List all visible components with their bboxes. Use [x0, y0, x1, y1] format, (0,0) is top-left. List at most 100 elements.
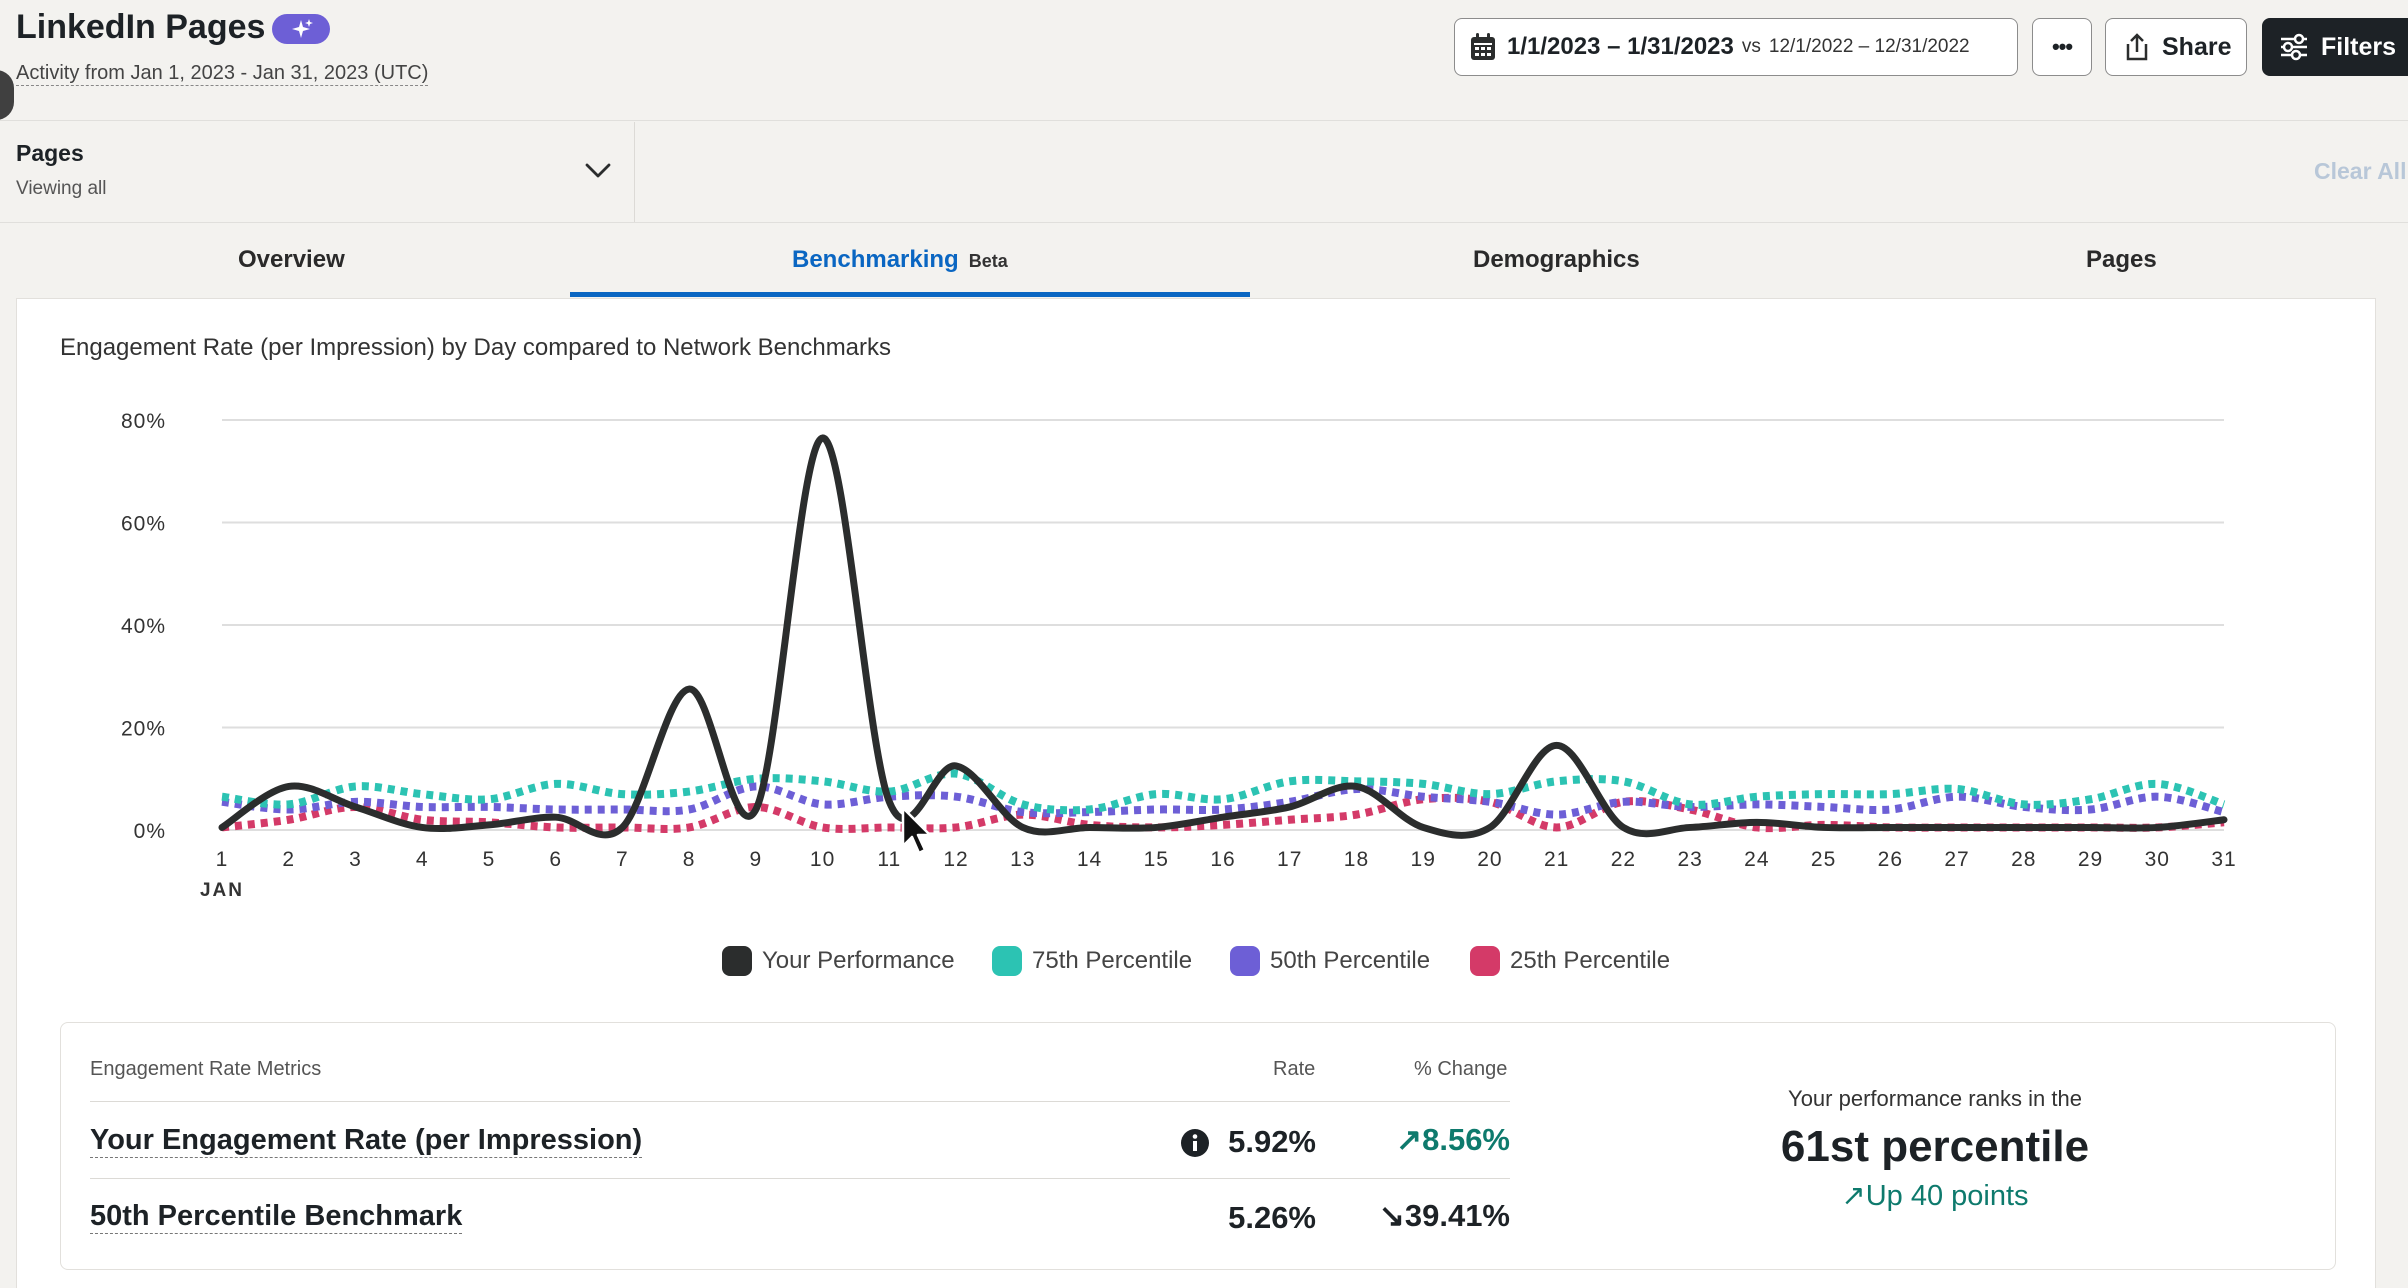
x-tick-label: 11 — [877, 848, 901, 871]
x-tick-label: 21 — [1544, 848, 1569, 871]
compare-range-value: 12/1/2022 – 12/31/2022 — [1768, 36, 1970, 57]
benchmark-rate-label[interactable]: 50th Percentile Benchmark — [90, 1200, 463, 1234]
metrics-panel — [60, 1022, 2336, 1270]
side-panel-handle[interactable] — [0, 70, 14, 120]
tab-benchmarking-label: Benchmarking — [792, 246, 959, 273]
x-tick-label: 7 — [616, 848, 629, 871]
x-tick-label: 27 — [1944, 848, 1969, 871]
ai-sparkle-badge[interactable] — [272, 14, 330, 44]
x-tick-label: 9 — [750, 848, 763, 871]
x-tick-label: 1 — [216, 848, 229, 871]
x-tick-label: 6 — [549, 848, 562, 871]
y-tick-label: 40% — [121, 615, 166, 638]
y-tick-label: 0% — [134, 820, 166, 843]
engagement-line-chart: 0%20%40%60%80%1 2 3 4 5 6 7 8 9 10 11 12 13 14 15 16 17 1… — [121, 410, 2236, 901]
legend-label: 25th Percentile — [1510, 947, 1671, 974]
x-tick-label: 8 — [683, 848, 696, 871]
metrics-divider — [90, 1101, 1510, 1102]
your-engagement-change: ↗8.56% — [1310, 1122, 1510, 1158]
compare-prefix: vs — [1741, 36, 1761, 57]
x-tick-label: 19 — [1411, 848, 1436, 871]
tab-benchmarking[interactable]: Benchmarking Beta — [792, 246, 1008, 274]
chart-title: Engagement Rate (per Impression) by Day … — [60, 334, 892, 361]
sparkle-icon — [292, 19, 313, 38]
legend-swatch-75 — [992, 946, 1022, 976]
x-tick-label: 16 — [1210, 848, 1235, 871]
arrow-up-right-icon: ↗ — [1841, 1180, 1866, 1212]
series-your-performance — [218, 434, 2228, 839]
beta-badge: Beta — [968, 251, 1008, 271]
sliders-icon — [2281, 33, 2307, 61]
benchmark-change: ↘39.41% — [1310, 1198, 1510, 1234]
x-tick-label: 13 — [1010, 848, 1035, 871]
x-month-label: JAN — [200, 880, 244, 901]
x-tick-label: 30 — [2145, 848, 2170, 871]
benchmark-rate-value: 5.26% — [1228, 1200, 1316, 1235]
rate-column-header: Rate — [1273, 1058, 1316, 1080]
metrics-divider — [90, 1178, 1510, 1179]
legend-25th-percentile[interactable]: 25th Percentile — [1470, 946, 1670, 976]
tab-bar — [0, 222, 2408, 299]
filter-bar — [0, 120, 2408, 223]
legend-75th-percentile[interactable]: 75th Percentile — [992, 946, 1192, 976]
x-tick-label: 5 — [483, 848, 496, 871]
x-tick-label: 23 — [1677, 848, 1702, 871]
arrow-up-right-icon: ↗ — [1396, 1122, 1423, 1157]
chevron-down-icon — [585, 163, 611, 178]
rank-value: 61st percentile — [1780, 1122, 2090, 1171]
x-tick-label: 25 — [1811, 848, 1836, 871]
more-options-button[interactable]: ••• — [2032, 18, 2092, 76]
arrow-down-right-icon: ↘ — [1378, 1198, 1405, 1233]
legend-your-performance[interactable]: Your Performance — [722, 946, 955, 976]
page-title: LinkedIn Pages — [16, 8, 266, 46]
benchmark-card — [16, 298, 2376, 1288]
x-tick-label: 17 — [1277, 848, 1302, 871]
legend-swatch-50 — [1230, 946, 1260, 976]
x-tick-label: 2 — [282, 848, 295, 871]
rank-change: ↗Up 40 points — [1740, 1178, 2130, 1213]
date-range-value: 1/1/2023 – 1/31/2023 — [1507, 33, 1734, 60]
tab-pages[interactable]: Pages — [2086, 246, 2157, 273]
x-tick-label: 26 — [1878, 848, 1903, 871]
share-button[interactable]: Share — [2105, 18, 2247, 76]
pages-filter-dropdown[interactable] — [582, 154, 614, 191]
tab-overview[interactable]: Overview — [238, 246, 345, 273]
rank-change-value: Up 40 points — [1865, 1180, 2029, 1212]
pages-filter-label[interactable]: Pages — [16, 140, 84, 166]
x-tick-label: 24 — [1744, 848, 1769, 871]
your-engagement-rate-label[interactable]: Your Engagement Rate (per Impression) — [90, 1124, 643, 1158]
filters-label: Filters — [2321, 32, 2397, 61]
y-tick-label: 20% — [121, 718, 166, 741]
legend-label: 75th Percentile — [1032, 947, 1193, 974]
share-label: Share — [2162, 32, 2232, 61]
share-icon — [2126, 33, 2148, 61]
legend-label: Your Performance — [762, 947, 955, 974]
filters-button[interactable]: Filters — [2262, 18, 2408, 76]
benchmark-change-value: 39.41% — [1404, 1198, 1510, 1233]
pages-filter-value[interactable]: Viewing all — [16, 178, 107, 199]
date-range-button[interactable]: 1/1/2023 – 1/31/2023 vs 12/1/2022 – 12/3… — [1454, 18, 2018, 76]
tab-demographics[interactable]: Demographics — [1473, 246, 1640, 273]
x-tick-label: 18 — [1344, 848, 1369, 871]
x-tick-label: 14 — [1077, 848, 1102, 871]
y-tick-label: 80% — [121, 410, 166, 433]
x-tick-label: 20 — [1477, 848, 1502, 871]
your-engagement-change-value: 8.56% — [1422, 1122, 1510, 1157]
info-icon — [1181, 1129, 1209, 1157]
more-icon: ••• — [2051, 34, 2073, 59]
legend-label: 50th Percentile — [1270, 947, 1431, 974]
rank-intro: Your performance ranks in the — [1788, 1086, 2082, 1111]
calendar-icon — [1471, 33, 1495, 60]
clear-all-button[interactable]: Clear All — [2314, 158, 2407, 184]
activity-range-text: Activity from Jan 1, 2023 - Jan 31, 2023… — [16, 62, 429, 86]
your-engagement-rate-value: 5.92% — [1228, 1124, 1316, 1159]
filter-divider — [634, 122, 635, 222]
info-button[interactable] — [1180, 1128, 1210, 1163]
active-tab-indicator — [570, 292, 1250, 297]
x-tick-label: 4 — [416, 848, 429, 871]
legend-50th-percentile[interactable]: 50th Percentile — [1230, 946, 1430, 976]
x-tick-label: 28 — [2011, 848, 2036, 871]
series-75th-percentile — [221, 769, 2226, 815]
change-column-header: % Change — [1414, 1058, 1508, 1080]
mouse-cursor-icon — [901, 806, 932, 855]
